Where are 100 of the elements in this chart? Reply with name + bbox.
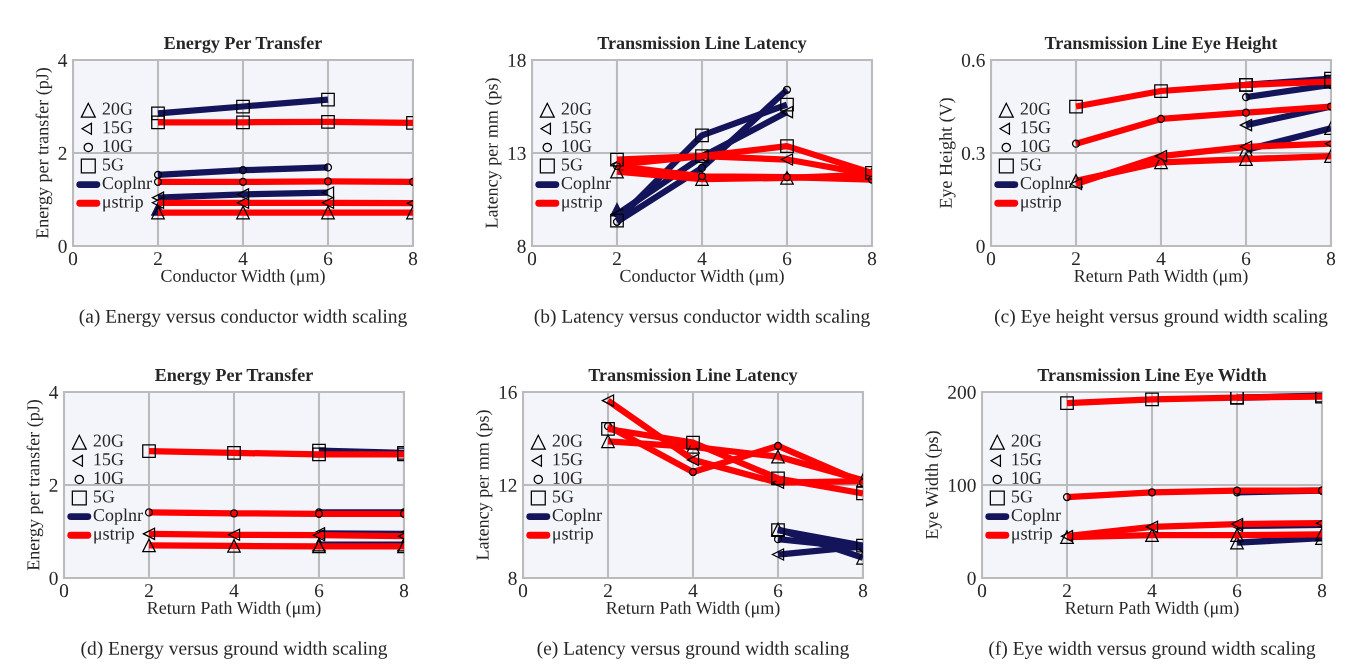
x-tick-label: 4 [697,252,707,266]
chart-title: Energy Per Transfer [164,36,322,53]
annotation: μstrip [94,527,134,544]
chart-title: Transmission Line Latency [588,368,798,385]
annotation: 20G [102,102,133,115]
x-tick-label: 4 [1156,252,1166,266]
x-tick-label: 2 [1071,252,1080,266]
y-tick-label: 4 [58,53,68,67]
x-tick-label: 8 [1326,252,1336,266]
x-axis-title: Return Path Width (μm) [606,601,780,618]
annotation: 10G [1012,471,1042,484]
x-tick-label: 2 [144,584,153,598]
y-tick-label: 0 [49,571,58,585]
y-axis-title: Latency per mm (ps) [485,78,502,228]
annotation: 15G [1021,121,1051,134]
x-tick-label: 6 [314,584,324,598]
x-tick-label: 4 [1147,584,1157,598]
annotation: Coplnr [552,508,602,525]
x-tick-label: 0 [68,252,78,266]
annotation: Coplnr [561,176,611,193]
x-axis-title: Return Path Width (μm) [1065,601,1239,618]
annotation: 20G [552,434,583,447]
annotation: Coplnr [93,508,143,525]
y-tick-label: 0 [58,239,67,253]
annotation: 15G [94,453,124,466]
annotation: 15G [553,453,583,466]
y-tick-label: 2 [49,478,58,492]
x-axis-title: Return Path Width (μm) [1074,269,1248,286]
annotation: μstrip [553,527,593,544]
y-tick-label: 0.6 [961,53,985,68]
x-tick-label: 0 [527,252,537,266]
text: (f) Eye width versus ground width scaling [989,641,1316,659]
text: (d) Energy versus ground width scaling [81,641,388,659]
annotation: 10G [103,139,133,152]
annotation: 10G [553,471,583,484]
y-tick-label: 8 [517,239,526,253]
x-tick-label: 6 [1241,252,1251,266]
y-tick-label: 13 [508,146,526,160]
annotation: 15G [103,121,133,134]
annotation: μstrip [1021,195,1061,212]
x-axis-title: Conductor Width (μm) [161,269,325,286]
x-tick-label: 2 [612,252,621,266]
x-tick-label: 6 [323,252,333,266]
annotation: μstrip [103,195,143,212]
chart-title: Transmission Line Eye Width [1037,368,1267,385]
annotation: 10G [562,139,592,152]
x-tick-label: 0 [986,252,996,266]
chart-title: Transmission Line Latency [597,36,807,53]
x-tick-label: 6 [773,584,783,598]
y-axis-title: Eye Height (V) [939,98,956,209]
annotation: Coplnr [1020,176,1070,193]
y-axis-title: Latency per mm (ps) [476,410,493,560]
x-tick-label: 2 [153,252,162,266]
chart-title: Transmission Line Eye Height [1044,36,1278,53]
x-axis-title: Conductor Width (μm) [620,269,784,286]
annotation: 5G [93,490,115,503]
x-tick-label: 4 [238,252,248,266]
annotation: 20G [561,102,592,115]
annotation: Coplnr [1011,508,1061,525]
x-tick-label: 4 [229,584,239,598]
annotation: 5G [1011,490,1033,503]
annotation: μstrip [1012,527,1052,544]
annotation: 10G [94,471,124,484]
x-tick-label: 8 [858,584,868,598]
annotation: 5G [1020,158,1042,171]
annotation: 20G [1011,434,1042,447]
annotation: μstrip [562,195,602,212]
annotation: 15G [562,121,592,134]
x-tick-label: 8 [408,252,418,266]
x-tick-label: 4 [688,584,698,598]
x-tick-label: 2 [1062,584,1071,598]
y-tick-label: 0.3 [961,146,985,161]
annotation: 20G [1020,102,1051,115]
y-axis-title: Energy per transfer (pJ) [26,399,44,571]
y-tick-label: 18 [508,53,526,67]
annotation: 5G [561,158,583,171]
chart-title: Energy Per Transfer [155,368,313,385]
y-tick-label: 4 [49,385,59,399]
x-tick-label: 8 [867,252,877,266]
x-tick-label: 2 [603,584,612,598]
x-tick-label: 6 [1232,584,1242,598]
text: (a) Energy versus conductor width scaling [79,309,407,327]
annotation: 15G [1012,453,1042,466]
annotation: Coplnr [102,176,152,193]
y-tick-label: 16 [499,385,517,399]
x-tick-label: 8 [1317,584,1327,598]
text: (c) Eye height versus ground width scaling [994,309,1328,327]
y-tick-label: 200 [948,385,976,399]
y-tick-label: 12 [499,478,517,492]
annotation: 5G [102,158,124,171]
annotation: 20G [93,434,124,447]
annotation: 5G [552,490,574,503]
y-tick-label: 0 [976,239,985,253]
y-axis-title: Energy per transfer (pJ) [35,67,53,239]
annotation: 10G [1021,139,1051,152]
y-tick-label: 2 [58,146,67,160]
x-axis-title: Return Path Width (μm) [147,601,321,618]
y-tick-label: 100 [948,478,976,492]
y-axis-title: Eye Width (ps) [925,431,942,540]
y-tick-label: 8 [508,571,517,585]
